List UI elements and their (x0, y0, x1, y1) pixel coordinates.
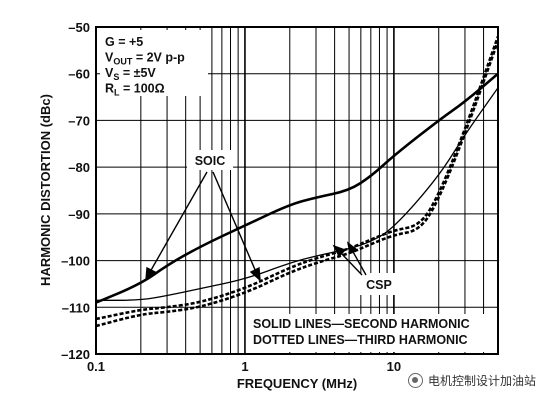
y-tick-label: –80 (68, 160, 90, 175)
plot-frame (95, 26, 499, 355)
csp-label: CSP (366, 278, 392, 292)
y-tick-label: –60 (68, 67, 90, 82)
series-lines (96, 35, 498, 328)
legend-line-dotted: DOTTED LINES—THIRD HARMONIC (253, 333, 468, 347)
x-tick-label: 1 (241, 359, 248, 374)
y-tick-label: –70 (68, 113, 90, 128)
condition-line: G = +5 (105, 35, 143, 49)
condition-line: VS = ±5V (105, 66, 156, 82)
y-tick-label: –50 (68, 20, 90, 35)
csp-label-bg (354, 273, 404, 295)
soic-label: SOIC (195, 154, 226, 168)
condition-line: RL = 100Ω (105, 82, 165, 98)
y-axis-title: HARMONIC DISTORTION (dBc) (38, 94, 53, 286)
csp-arrows (332, 241, 367, 276)
series-csp-third (96, 35, 498, 321)
soic-label-bg (187, 150, 233, 170)
soic-arrows (145, 171, 261, 282)
x-tick-labels: 0.1 1 10 (87, 359, 401, 374)
watermark: 电机控制设计加油站 (407, 372, 536, 389)
series-csp-second (96, 87, 498, 301)
x-tick-label: 10 (387, 359, 401, 374)
y-tick-label: –100 (61, 254, 90, 269)
series-soic-third (96, 40, 498, 328)
series-soic-second (96, 72, 498, 304)
wechat-icon (407, 373, 423, 388)
y-tick-label: –120 (61, 347, 90, 362)
legend-line-solid: SOLID LINES—SECOND HARMONIC (253, 317, 470, 331)
y-tick-labels: –120 –110 –100 –90 –80 –70 –60 –50 (61, 20, 90, 362)
watermark-text: 电机控制设计加油站 (427, 374, 536, 388)
y-tick-label: –110 (62, 300, 90, 315)
legend-box (248, 314, 494, 352)
x-axis-title: FREQUENCY (MHz) (237, 376, 357, 391)
conditions-box (100, 30, 208, 96)
condition-line: VOUT = 2V p-p (105, 51, 185, 67)
x-tick-label: 0.1 (87, 359, 105, 374)
y-tick-label: –90 (68, 207, 90, 222)
